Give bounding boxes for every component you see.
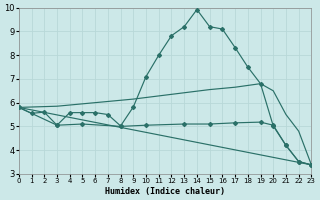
X-axis label: Humidex (Indice chaleur): Humidex (Indice chaleur): [105, 187, 225, 196]
